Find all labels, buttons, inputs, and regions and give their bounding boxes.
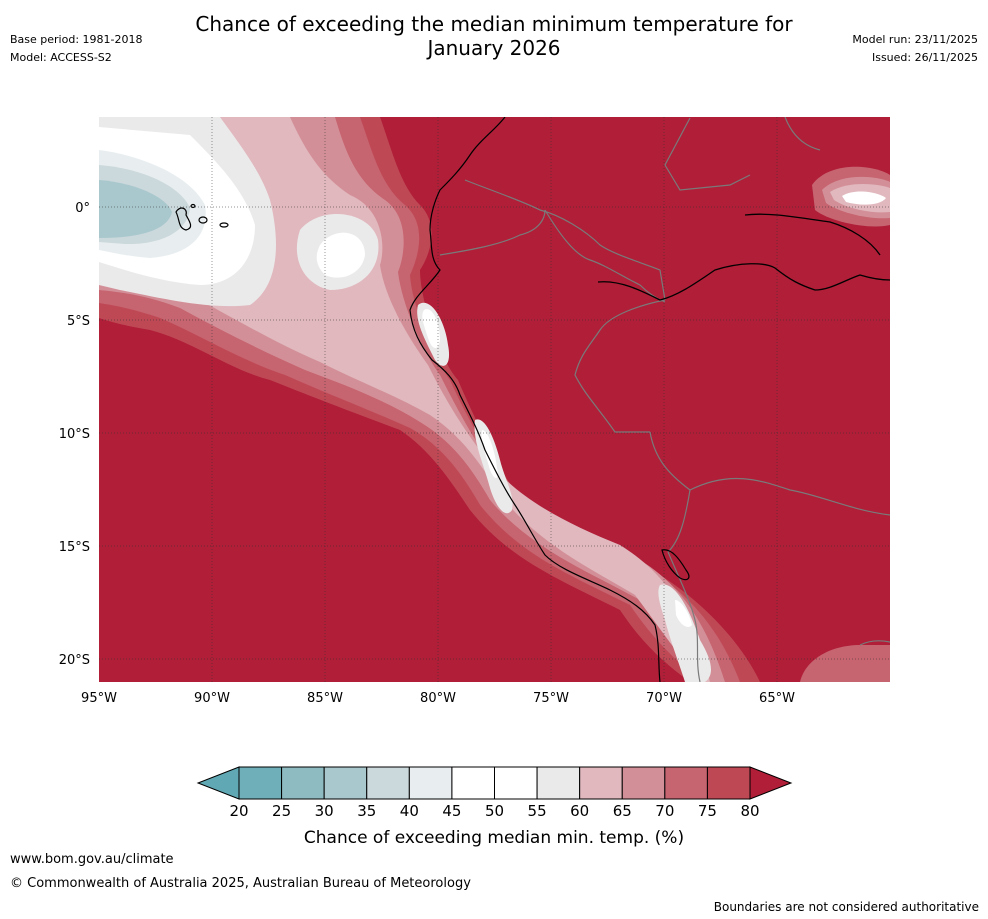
longitude-axis: 95°W 90°W 85°W 80°W 75°W 70°W 65°W	[81, 691, 795, 706]
lon-label: 85°W	[307, 691, 343, 706]
map-title: Chance of exceeding the median minimum t…	[0, 12, 988, 60]
colorbar-tick-label: 70	[655, 802, 674, 820]
latitude-axis: 0° 5°S 10°S 15°S 20°S	[59, 201, 90, 668]
colorbar-tick-label: 55	[528, 802, 547, 820]
contour-coastal-50-c	[675, 600, 692, 627]
copyright-notice: © Commonwealth of Australia 2025, Austra…	[10, 876, 471, 891]
colorbar-cell	[323, 766, 368, 800]
lon-label: 90°W	[194, 691, 230, 706]
title-line-1: Chance of exceeding the median minimum t…	[195, 12, 793, 36]
colorbar-tick-label: 40	[400, 802, 419, 820]
contour-35-equatorial	[99, 180, 172, 238]
colorbar-cells	[196, 766, 793, 800]
colorbar-cell	[706, 766, 751, 800]
contour-ne-50	[842, 191, 886, 205]
colorbar-cell	[536, 766, 581, 800]
colorbar-cell	[408, 766, 453, 800]
lat-label: 5°S	[67, 314, 90, 329]
galapagos-islands	[175, 203, 229, 231]
colorbar-tick-label: 75	[698, 802, 717, 820]
colorbar-tick-label: 25	[272, 802, 291, 820]
colorbar-cell	[579, 766, 623, 800]
colorbar-arrow-low	[196, 766, 240, 800]
contour-50-offshore	[316, 232, 365, 278]
lon-label: 95°W	[81, 691, 117, 706]
lat-label: 20°S	[59, 653, 90, 668]
colorbar-cell	[621, 766, 666, 800]
colorbar-tick-label: 80	[740, 802, 759, 820]
lat-label: 0°	[75, 201, 90, 216]
colorbar-arrow-high	[749, 766, 793, 800]
colorbar-tick-label: 65	[613, 802, 632, 820]
model-name: Model: ACCESS-S2	[10, 51, 112, 64]
colorbar-cell	[664, 766, 708, 800]
colorbar-tick-label: 45	[442, 802, 461, 820]
lon-label: 65°W	[759, 691, 795, 706]
colorbar-cell	[451, 766, 495, 800]
contour-se-75	[800, 645, 890, 682]
lon-label: 75°W	[533, 691, 569, 706]
colorbar-label: Chance of exceeding median min. temp. (%…	[304, 828, 684, 848]
map-area	[99, 117, 890, 682]
contour-coastal-50	[422, 309, 440, 349]
bom-url-link[interactable]: www.bom.gov.au/climate	[10, 852, 174, 867]
colorbar-tick-label: 30	[315, 802, 334, 820]
colorbar-tick-label: 60	[570, 802, 589, 820]
colorbar-cell	[238, 766, 283, 800]
orinoco-river	[744, 213, 881, 256]
model-run: Model run: 23/11/2025	[852, 33, 978, 46]
boundaries-note: Boundaries are not considered authoritat…	[713, 900, 979, 914]
right-metadata: Model run: 23/11/2025 Issued: 26/11/2025	[852, 31, 978, 67]
graticule	[99, 117, 890, 682]
lon-label: 70°W	[646, 691, 682, 706]
colorbar-cell	[494, 766, 538, 800]
contour-coastal-50-b	[481, 430, 498, 479]
colorbar-tick-label: 20	[229, 802, 248, 820]
lon-label: 80°W	[420, 691, 456, 706]
country-borders	[439, 117, 890, 682]
colorbar-cell	[366, 766, 410, 800]
lat-label: 15°S	[59, 540, 90, 555]
issued-date: Issued: 26/11/2025	[871, 51, 978, 64]
colorbar-cell	[281, 766, 325, 800]
lake-titicaca	[661, 549, 690, 581]
left-metadata: Base period: 1981-2018 Model: ACCESS-S2	[10, 31, 142, 67]
colorbar-ticks: 20 25 30 35 40 45 50 55 60 65 70 75 80	[229, 802, 759, 820]
amazon-river	[597, 263, 890, 301]
lat-label: 10°S	[59, 427, 90, 442]
colorbar-tick-label: 50	[485, 802, 504, 820]
title-line-2: January 2026	[427, 36, 561, 60]
colorbar-tick-label: 35	[357, 802, 376, 820]
base-period: Base period: 1981-2018	[10, 33, 143, 46]
coastline	[409, 117, 661, 682]
